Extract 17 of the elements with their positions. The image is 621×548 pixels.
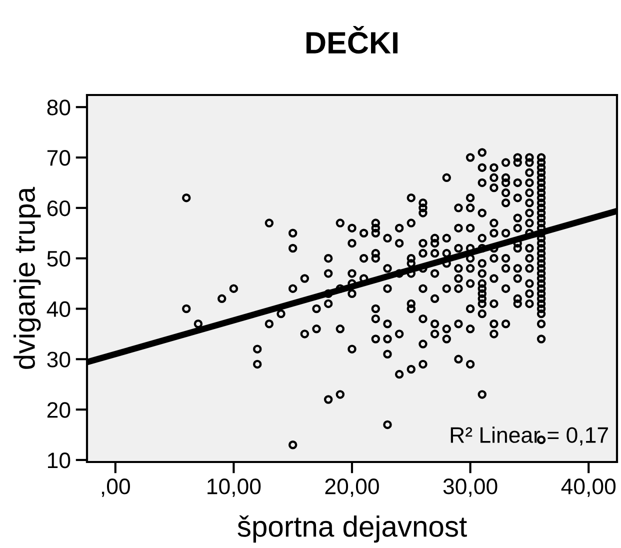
x-tick-label: ,00: [102, 478, 130, 497]
y-tick-label: 80: [47, 100, 70, 116]
y-axis-title: dviganje trupa: [14, 186, 41, 369]
x-tick-label: 20,00: [325, 478, 379, 497]
y-tick-label: 10: [48, 452, 70, 468]
y-tick-label: 40: [46, 301, 70, 318]
x-tick-label: 30,00: [443, 478, 498, 497]
y-tick-label: 20: [47, 402, 70, 418]
y-tick-label: 30: [47, 352, 70, 368]
y-tick-label: 50: [47, 250, 70, 267]
x-tick-label: 10,00: [208, 478, 261, 497]
chart-title: DEČKI: [306, 26, 398, 54]
y-tick-label: 60: [47, 200, 70, 216]
y-tick-label: 70: [47, 150, 70, 166]
annotation: R² Linear = 0,17: [450, 426, 608, 446]
x-axis-title: športna dejavnost: [238, 515, 467, 543]
x-tick-label: 40,00: [561, 478, 616, 497]
